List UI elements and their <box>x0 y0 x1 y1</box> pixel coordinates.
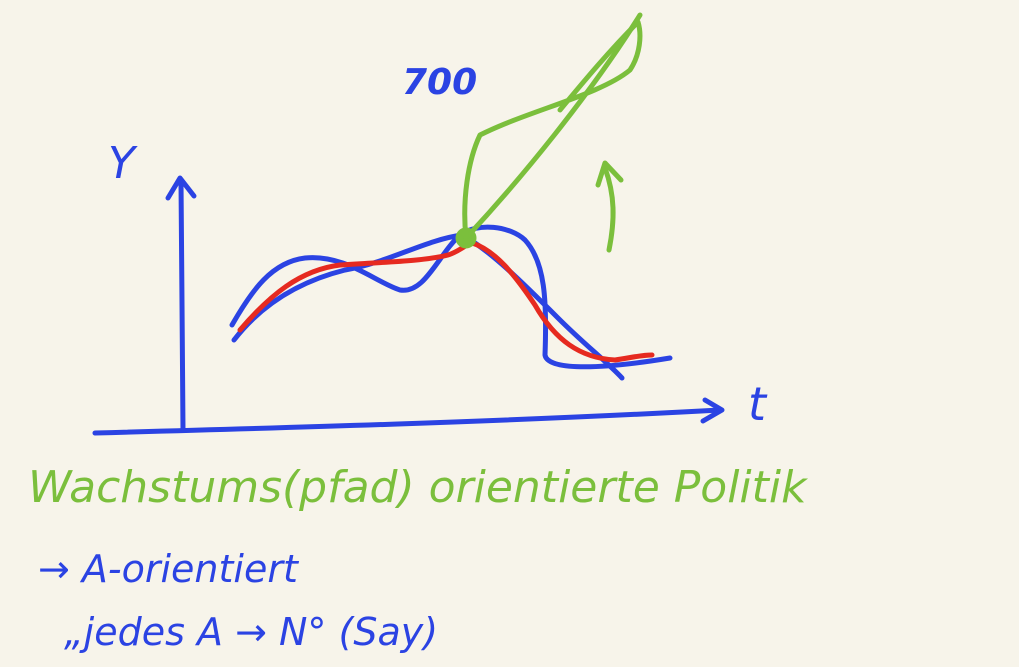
green-loop <box>462 19 643 241</box>
green-steep-line <box>463 12 643 241</box>
up-arrow-head <box>595 160 624 188</box>
x-axis-label: t <box>748 377 768 431</box>
y-axis-line <box>178 179 186 433</box>
blue-curves <box>229 224 673 381</box>
y-axis-label: Y <box>108 138 138 189</box>
x-axis-line <box>92 407 723 436</box>
annotation-700: 700 <box>402 62 477 103</box>
green-annotations <box>455 12 643 253</box>
up-arrow-shaft <box>602 165 616 253</box>
axes <box>92 175 725 436</box>
notes-line-1: → A-orientiert <box>38 547 300 591</box>
notes-line-2: „jedes A → N° (Say) <box>64 610 438 654</box>
x-axis-arrowhead <box>700 397 725 424</box>
y-axis-arrowhead <box>165 175 197 201</box>
blue-curve-1 <box>229 224 673 370</box>
notes-heading: Wachstums(pfad) orientierte Politik <box>28 462 808 513</box>
